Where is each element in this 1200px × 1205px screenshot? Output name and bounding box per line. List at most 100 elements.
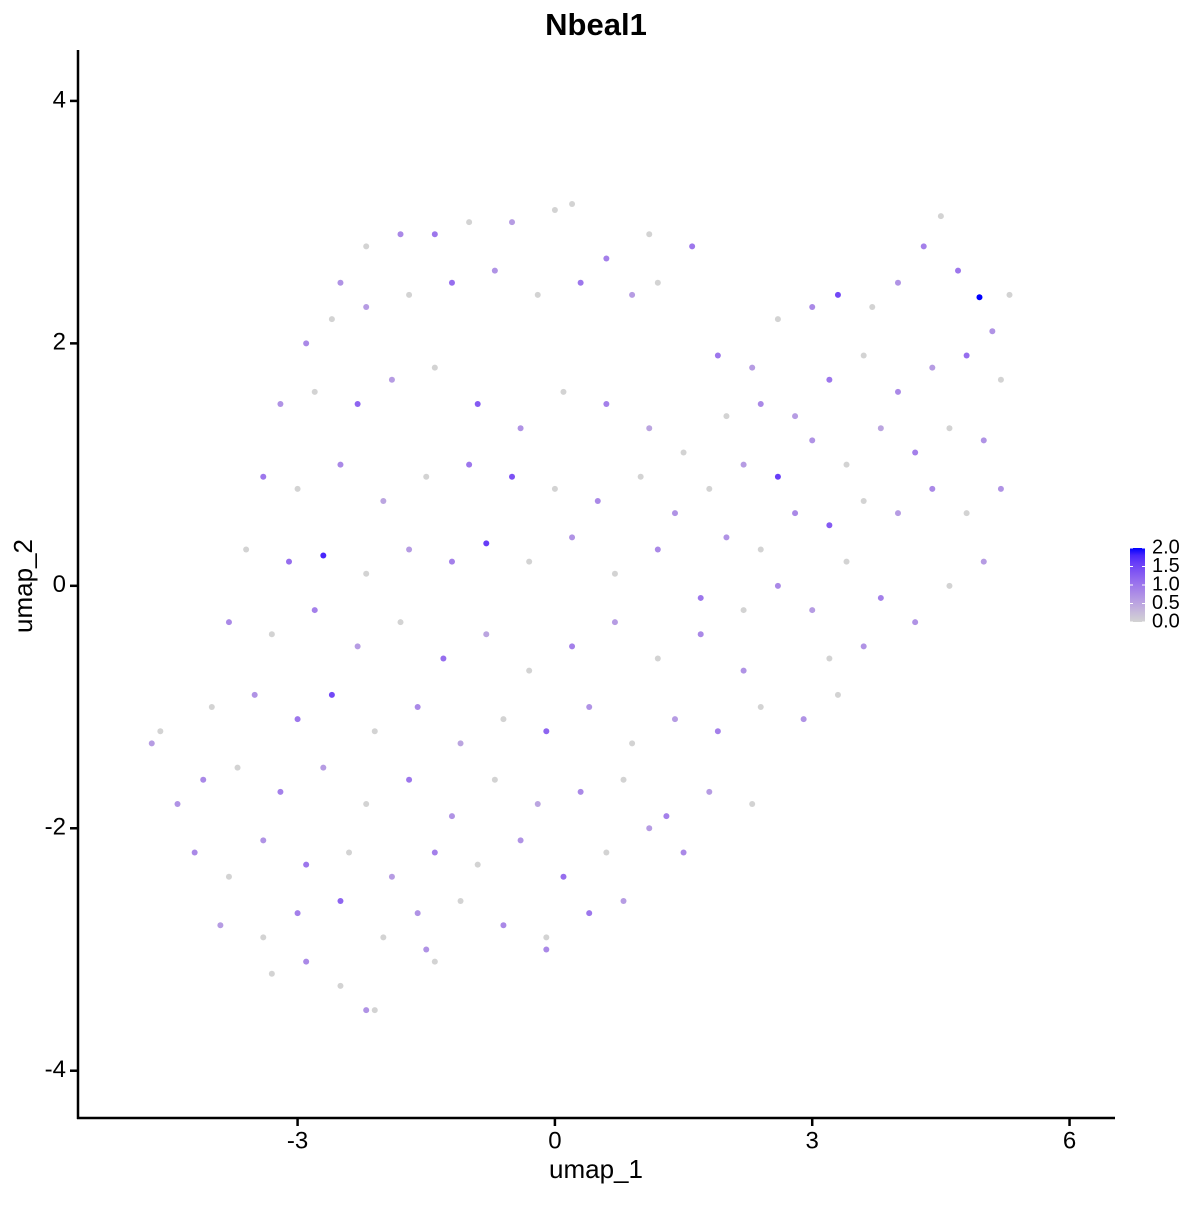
point <box>423 473 430 480</box>
point <box>809 437 816 444</box>
point <box>431 231 438 238</box>
point <box>894 388 901 395</box>
point <box>577 279 584 286</box>
point <box>654 546 661 553</box>
point <box>792 510 799 517</box>
point <box>620 898 627 905</box>
point <box>955 267 962 274</box>
point <box>980 558 987 565</box>
point <box>337 279 344 286</box>
point <box>431 364 438 371</box>
point <box>629 291 636 298</box>
point <box>509 219 516 226</box>
point <box>594 497 601 504</box>
point <box>363 1007 370 1014</box>
point <box>268 970 275 977</box>
point <box>466 461 473 468</box>
point <box>723 534 730 541</box>
point <box>311 388 318 395</box>
point <box>834 291 841 298</box>
point <box>792 413 799 420</box>
point <box>303 861 310 868</box>
point <box>431 958 438 965</box>
point <box>311 607 318 614</box>
point <box>346 849 353 856</box>
point <box>225 873 232 880</box>
point <box>200 776 207 783</box>
point <box>920 243 927 250</box>
point <box>620 776 627 783</box>
point <box>543 946 550 953</box>
point <box>697 594 704 601</box>
point <box>937 213 944 220</box>
point <box>148 740 155 747</box>
point <box>671 510 678 517</box>
point <box>328 316 335 323</box>
point <box>980 437 987 444</box>
point <box>448 813 455 820</box>
point <box>757 400 764 407</box>
colorbar <box>1130 548 1145 622</box>
point <box>809 303 816 310</box>
point <box>243 546 250 553</box>
point <box>371 728 378 735</box>
colorbar-label: 1.5 <box>1152 555 1180 577</box>
point <box>569 643 576 650</box>
point <box>843 461 850 468</box>
point <box>414 910 421 917</box>
point <box>997 376 1004 383</box>
point <box>406 776 413 783</box>
point <box>534 801 541 808</box>
point <box>534 291 541 298</box>
point <box>646 231 653 238</box>
point <box>749 801 756 808</box>
point <box>431 849 438 856</box>
point <box>740 607 747 614</box>
point <box>826 655 833 662</box>
point <box>483 540 490 547</box>
point <box>491 267 498 274</box>
point <box>800 716 807 723</box>
point <box>654 655 661 662</box>
point <box>414 704 421 711</box>
point <box>251 691 258 698</box>
point <box>834 691 841 698</box>
point <box>877 425 884 432</box>
point <box>397 231 404 238</box>
point <box>474 400 481 407</box>
point <box>517 425 524 432</box>
point <box>680 849 687 856</box>
point <box>423 946 430 953</box>
point <box>551 485 558 492</box>
point <box>569 200 576 207</box>
point <box>448 279 455 286</box>
point <box>740 461 747 468</box>
point <box>551 207 558 214</box>
point <box>440 655 447 662</box>
point <box>697 631 704 638</box>
point <box>989 328 996 335</box>
point <box>234 764 241 771</box>
point <box>354 643 361 650</box>
point <box>483 631 490 638</box>
point <box>380 497 387 504</box>
point <box>774 316 781 323</box>
point <box>491 776 498 783</box>
x-tick-label: 0 <box>548 1127 561 1154</box>
point <box>680 449 687 456</box>
point <box>363 570 370 577</box>
point <box>320 764 327 771</box>
point <box>388 376 395 383</box>
point <box>543 728 550 735</box>
point <box>500 922 507 929</box>
point <box>963 510 970 517</box>
point <box>894 279 901 286</box>
point <box>929 485 936 492</box>
point <box>611 619 618 626</box>
point <box>354 400 361 407</box>
point <box>174 801 181 808</box>
point <box>586 910 593 917</box>
x-tick-label: 3 <box>806 1127 819 1154</box>
point <box>569 534 576 541</box>
point <box>774 473 781 480</box>
